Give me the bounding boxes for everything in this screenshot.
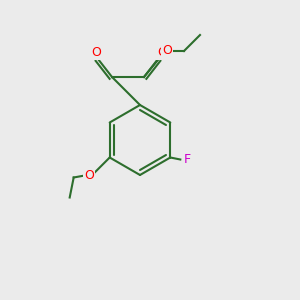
Text: O: O bbox=[157, 46, 167, 59]
Text: F: F bbox=[184, 153, 191, 166]
Text: O: O bbox=[162, 44, 172, 58]
Text: O: O bbox=[84, 169, 94, 182]
Text: O: O bbox=[91, 46, 101, 59]
